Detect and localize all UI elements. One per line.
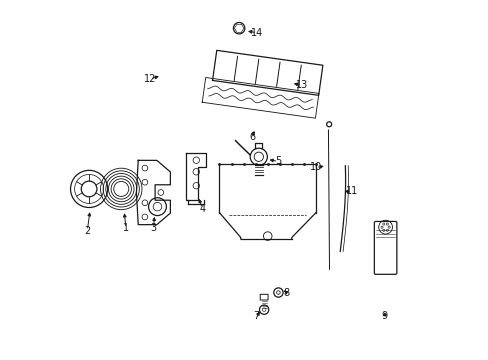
Text: 1: 1 xyxy=(122,223,129,233)
Text: 3: 3 xyxy=(150,223,157,233)
Text: 5: 5 xyxy=(275,157,281,166)
Text: 14: 14 xyxy=(250,28,263,38)
Text: 4: 4 xyxy=(199,203,205,213)
Text: 11: 11 xyxy=(345,186,357,197)
Text: 8: 8 xyxy=(283,288,289,297)
Text: 12: 12 xyxy=(143,74,156,84)
Text: 10: 10 xyxy=(309,162,322,172)
Text: 13: 13 xyxy=(295,80,307,90)
Text: 6: 6 xyxy=(249,132,255,142)
Text: 2: 2 xyxy=(84,226,90,236)
Text: 7: 7 xyxy=(253,311,259,321)
Text: 9: 9 xyxy=(381,311,387,321)
